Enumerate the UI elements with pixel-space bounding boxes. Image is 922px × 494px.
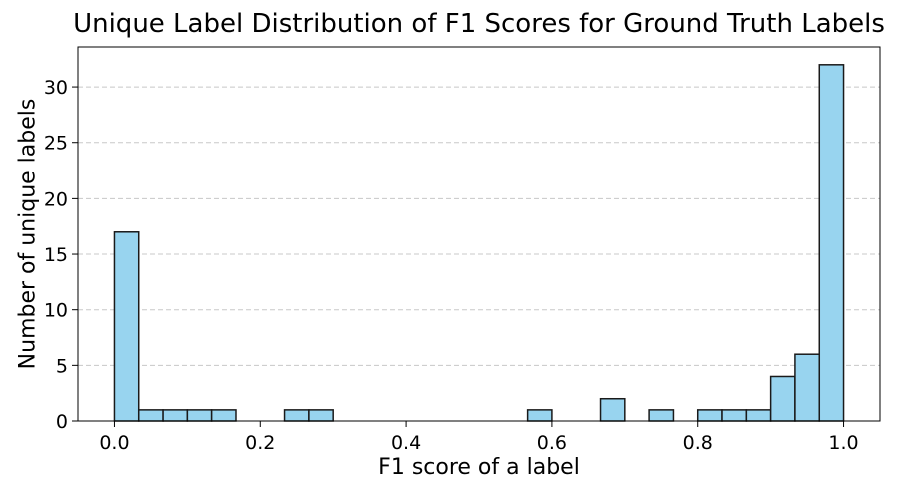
plot-frame — [77, 46, 881, 422]
y-axis-label: Number of unique labels — [16, 99, 41, 370]
x-axis-label: F1 score of a label — [378, 455, 580, 480]
x-tick-label-2: 0.4 — [391, 432, 421, 454]
histogram-bar-22 — [648, 409, 675, 422]
x-tick-label-0: 0.0 — [99, 432, 129, 454]
histogram-bar-27 — [769, 375, 796, 422]
histogram-bar-1 — [137, 409, 164, 422]
x-axis-ticks: 0.0 0.2 0.4 0.6 0.8 1.0 — [99, 421, 859, 454]
y-axis-ticks: 0 5 10 15 20 25 30 — [44, 77, 78, 433]
y-tick-label-5: 25 — [44, 133, 68, 155]
histogram-bar-28 — [794, 353, 821, 422]
y-tick-label-4: 20 — [44, 188, 68, 210]
histogram-bar-2 — [162, 409, 189, 422]
y-tick-label-6: 30 — [44, 77, 68, 99]
x-tick-label-3: 0.6 — [537, 432, 567, 454]
grid-layer — [78, 86, 880, 366]
histogram-bar-8 — [308, 409, 334, 422]
y-tick-label-2: 10 — [44, 300, 68, 322]
histogram-bar-4 — [210, 409, 237, 422]
histogram-bar-7 — [283, 409, 310, 422]
histogram-bar-3 — [186, 409, 213, 422]
histogram-bar-24 — [696, 409, 723, 422]
y-tick-label-0: 0 — [56, 411, 68, 433]
histogram-bar-0 — [113, 231, 140, 422]
y-tick-label-3: 15 — [44, 244, 68, 266]
x-tick-label-5: 1.0 — [828, 432, 858, 454]
bars-layer — [113, 64, 845, 422]
histogram-bar-17 — [526, 409, 553, 422]
y-tick-label-1: 5 — [56, 355, 68, 377]
x-tick-label-1: 0.2 — [245, 432, 275, 454]
histogram-bar-26 — [745, 409, 772, 422]
histogram-bar-29 — [818, 64, 845, 422]
histogram-bar-20 — [599, 397, 626, 422]
histogram-bar-25 — [721, 409, 748, 422]
chart-title: Unique Label Distribution of F1 Scores f… — [73, 9, 885, 39]
x-tick-label-4: 0.8 — [683, 432, 713, 454]
